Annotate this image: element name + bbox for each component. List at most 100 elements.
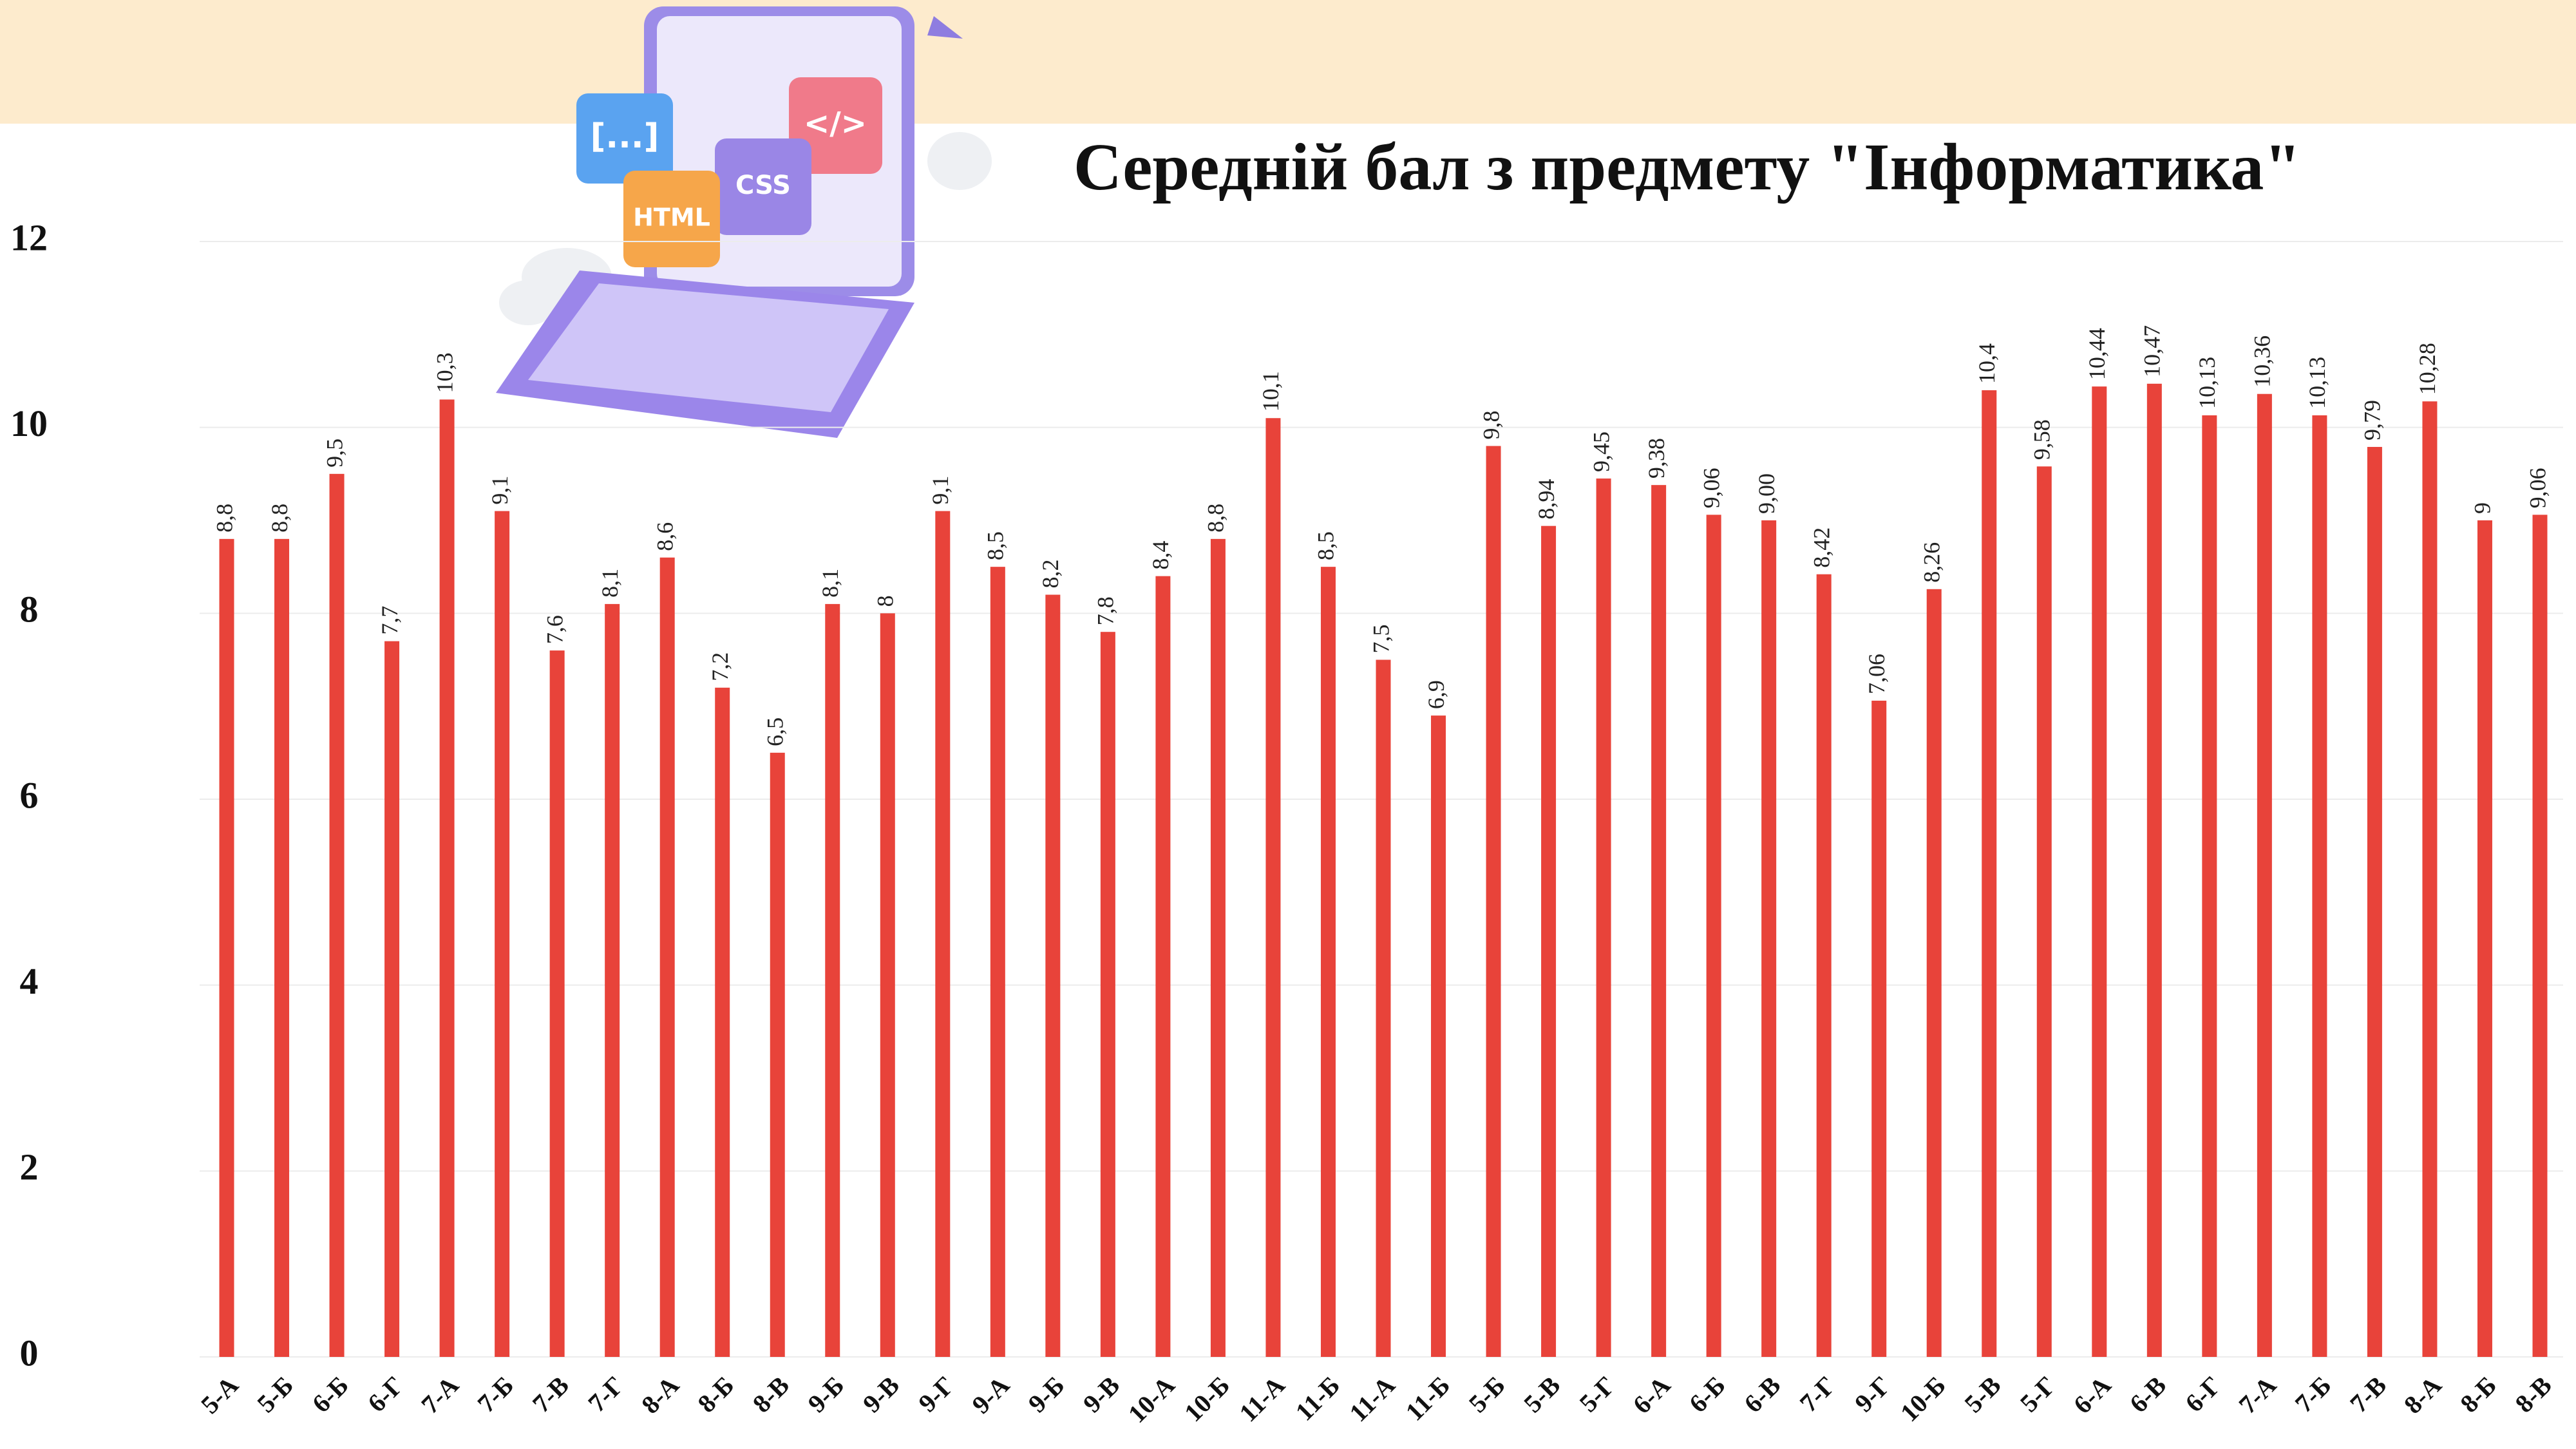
value-label: 10,13 xyxy=(2194,357,2220,409)
value-label: 9,1 xyxy=(927,476,953,505)
bar xyxy=(1320,567,1336,1357)
bar xyxy=(1596,478,1611,1357)
bar xyxy=(1706,515,1721,1357)
value-label: 7,7 xyxy=(377,606,402,635)
x-tick-label: 8-А xyxy=(636,1370,685,1419)
bar xyxy=(1210,538,1226,1357)
x-tick-label: 8-А xyxy=(2398,1370,2447,1419)
bar xyxy=(219,538,234,1357)
x-tick-label: 6-Г xyxy=(2179,1370,2226,1417)
x-tick-label: 6-Б xyxy=(307,1370,354,1418)
bar xyxy=(2092,386,2107,1358)
value-label: 8,8 xyxy=(267,504,292,533)
value-label: 8,5 xyxy=(983,531,1009,560)
bar xyxy=(439,399,455,1357)
value-label: 9,1 xyxy=(487,476,513,505)
bar xyxy=(2532,515,2548,1357)
y-tick-label: 8 xyxy=(20,589,39,630)
bar xyxy=(935,511,951,1357)
bar xyxy=(715,687,730,1357)
value-label: 10,1 xyxy=(1258,371,1283,412)
value-label: 8,1 xyxy=(597,569,623,598)
x-tick-label: 9-В xyxy=(1077,1370,1125,1418)
x-tick-label: 8-В xyxy=(747,1370,795,1418)
x-tick-label: 5-Г xyxy=(2014,1370,2061,1417)
tile-label: HTML xyxy=(633,204,710,232)
x-tick-label: 5-А xyxy=(195,1370,244,1419)
x-tick-label: 7-Г xyxy=(1794,1370,1841,1417)
bar xyxy=(1816,574,1832,1357)
value-label: 10,13 xyxy=(2304,357,2330,409)
x-tick-label: 11-Б xyxy=(1290,1370,1346,1426)
bar xyxy=(1651,485,1667,1357)
bar xyxy=(2257,393,2272,1357)
x-tick-label: 5-Б xyxy=(1463,1370,1511,1418)
x-tick-label: 6-В xyxy=(1738,1370,1786,1418)
x-tick-label: 6-Г xyxy=(362,1370,409,1417)
bar xyxy=(2422,401,2438,1357)
bar xyxy=(495,511,510,1357)
value-label: 8,4 xyxy=(1148,541,1173,570)
bar xyxy=(1045,594,1061,1357)
x-tick-label: 11-А xyxy=(1233,1370,1290,1427)
bar xyxy=(1486,446,1501,1357)
bar xyxy=(1100,632,1115,1358)
y-tick-label: 0 xyxy=(20,1332,39,1374)
bar xyxy=(659,557,675,1357)
value-label: 9,5 xyxy=(321,439,347,468)
value-label: 6,9 xyxy=(1423,680,1449,709)
x-tick-label: 7-А xyxy=(415,1370,464,1419)
x-tick-label: 6-А xyxy=(2068,1370,2117,1419)
x-tick-label: 8-В xyxy=(2510,1370,2557,1418)
value-label: 10,44 xyxy=(2084,328,2110,380)
bar xyxy=(605,603,620,1357)
bar xyxy=(2312,415,2327,1357)
value-label: 7,06 xyxy=(1864,654,1889,694)
bar xyxy=(2477,520,2492,1357)
value-label: 7,2 xyxy=(707,652,733,681)
bar xyxy=(1541,526,1557,1358)
x-tick-label: 5-В xyxy=(1958,1370,2006,1418)
bar xyxy=(1431,715,1446,1357)
y-tick-label: 4 xyxy=(20,960,39,1002)
bar xyxy=(1376,659,1391,1357)
value-label: 8 xyxy=(873,595,898,607)
x-tick-label: 5-В xyxy=(1518,1370,1566,1418)
value-label: 10,3 xyxy=(431,352,457,393)
bar xyxy=(1155,576,1171,1357)
x-tick-label: 5-Б xyxy=(251,1370,299,1418)
value-label: 8,1 xyxy=(817,569,843,598)
laptop-illustration: [...] </> CSS HTML xyxy=(496,6,992,438)
value-label: 10,47 xyxy=(2139,325,2165,377)
y-tick-label: 2 xyxy=(20,1146,39,1188)
x-tick-label: 7-В xyxy=(527,1370,574,1418)
bar xyxy=(1761,520,1777,1357)
y-tick-label: 6 xyxy=(20,774,39,816)
x-tick-label: 9-Б xyxy=(1023,1370,1070,1418)
x-tick-label: 10-Б xyxy=(1179,1370,1235,1427)
value-label: 9,8 xyxy=(1478,411,1504,440)
bar xyxy=(880,613,895,1358)
bar xyxy=(1871,701,1887,1357)
value-label: 10,28 xyxy=(2414,343,2440,395)
value-label: 8,2 xyxy=(1037,559,1063,588)
chart-title: Середній бал з предмету "Інформатика" xyxy=(1074,130,2301,204)
bar xyxy=(329,473,345,1358)
value-label: 9,06 xyxy=(1698,468,1724,508)
value-label: 9,06 xyxy=(2524,468,2550,508)
x-tick-label: 9-Б xyxy=(802,1370,850,1418)
value-label: 9,79 xyxy=(2360,400,2385,440)
x-tick-label: 9-А xyxy=(966,1370,1015,1419)
x-tick-label: 8-Б xyxy=(692,1370,739,1418)
bar xyxy=(990,567,1005,1357)
value-label: 9,45 xyxy=(1588,431,1614,472)
y-tick-label: 10 xyxy=(10,402,48,444)
value-label: 9 xyxy=(2470,502,2496,514)
bar xyxy=(2202,415,2217,1357)
x-tick-label: 9-Г xyxy=(913,1370,960,1417)
bar xyxy=(825,603,840,1357)
x-tick-label: 8-Б xyxy=(2454,1370,2502,1418)
tile-label: CSS xyxy=(735,171,791,200)
bar xyxy=(770,752,785,1357)
